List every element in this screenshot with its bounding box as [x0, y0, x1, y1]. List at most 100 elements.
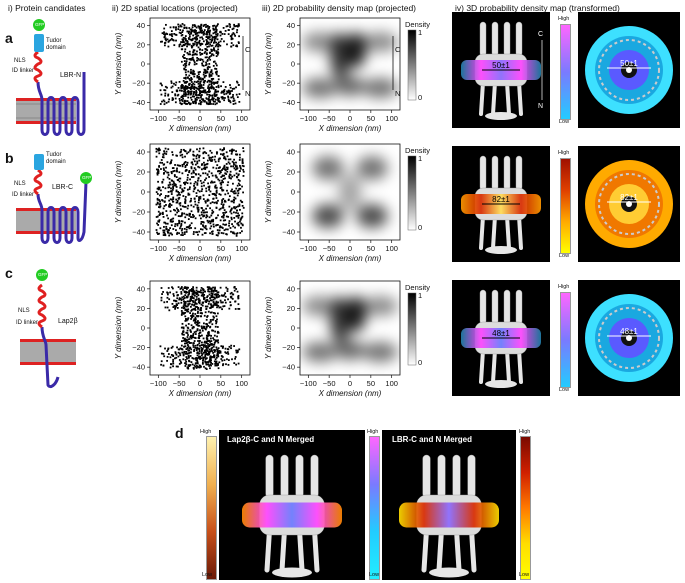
gfp-label-a: GFP [35, 22, 45, 27]
panel-letter-b: b [5, 150, 14, 166]
density-min: 0 [418, 358, 422, 367]
x-tick-label: 100 [235, 379, 248, 388]
nls-label-c: NLS [18, 308, 30, 314]
y-tick-label: −40 [282, 98, 295, 107]
membrane-head-bottom [16, 231, 76, 234]
y-tick-label: −20 [132, 343, 145, 352]
colorbar-low-d3: Low [519, 572, 530, 578]
membrane-head-top [16, 208, 76, 211]
y-tick-label: −20 [132, 208, 145, 217]
x-tick-label: 100 [385, 379, 398, 388]
y-axis-label: Y dimension (nm) [114, 160, 123, 223]
density-colorbar [407, 155, 417, 231]
transmembrane-chain [36, 181, 88, 244]
n-label: N [245, 89, 250, 98]
x-tick-label: −100 [150, 244, 167, 253]
y-tick-label: −40 [282, 363, 295, 372]
merged-title-lap2b: Lap2β-C and N Merged [227, 435, 315, 444]
protein-name-b: LBR-C [52, 184, 74, 191]
gfp-label-b: GFP [82, 175, 92, 180]
disc-measure-label: 48±1 [620, 327, 638, 336]
x-axis-label: X dimension (nm) [318, 124, 382, 133]
npc-side-view-c: 48±1 [452, 280, 550, 396]
x-tick-label: 0 [348, 379, 352, 388]
c-label: C [395, 45, 401, 54]
tudor-domain-box [34, 154, 44, 170]
panel-letter-c: c [5, 265, 13, 281]
measure-label: 48±1 [492, 329, 510, 338]
gfp-circle [80, 172, 92, 184]
density-plot-a: C N −100 −50 0 50 100 40 20 0 −20 −40 X dimension (n… [262, 14, 442, 136]
y-tick-label: 0 [141, 60, 145, 69]
y-tick-label: 0 [141, 188, 145, 197]
x-tick-label: 50 [367, 379, 375, 388]
y-tick-label: 40 [287, 148, 295, 157]
y-tick-label: 0 [291, 60, 295, 69]
y-tick-label: 0 [141, 324, 145, 333]
colorbar-b [560, 158, 571, 254]
density-min: 0 [418, 223, 422, 232]
x-axis-label: X dimension (nm) [318, 254, 382, 263]
gfp-circle [33, 19, 45, 31]
colorbar-high-c: High [558, 284, 570, 290]
merged-title-lbr: LBR-C and N Merged [392, 435, 472, 444]
npc-top-view-c: 48±1 [578, 280, 680, 396]
x-tick-label: 100 [235, 244, 248, 253]
scatter-points [159, 23, 241, 106]
npc-scaffold [399, 454, 499, 578]
y-tick-label: 40 [137, 148, 145, 157]
x-tick-label: 50 [217, 244, 225, 253]
npc-top-view-a: 50±1 [578, 12, 680, 128]
density-label: Density [405, 283, 430, 292]
npc-scaffold [461, 21, 541, 120]
x-tick-label: 100 [385, 244, 398, 253]
colorbar-red-d [520, 436, 531, 580]
tudor-domain-box [34, 34, 44, 52]
x-tick-label: 50 [367, 114, 375, 123]
colorbar-low-a: Low [559, 119, 570, 125]
npc-scaffold [461, 155, 541, 254]
density-plot-b: −100 −50 0 50 100 40 20 0 −20 −40 X dimension (nm)… [262, 140, 442, 266]
tudor-label-b: Tudor domain [46, 152, 66, 165]
protein-schematic-lbr-c [16, 154, 92, 244]
density-max: 1 [418, 28, 422, 37]
x-tick-label: 50 [367, 244, 375, 253]
nls-label-b: NLS [14, 181, 26, 187]
density-min: 0 [418, 93, 422, 102]
n-label: N [395, 89, 400, 98]
merged-3d-lap2b [219, 430, 365, 580]
x-axis-label: X dimension (nm) [318, 389, 382, 398]
x-tick-label: −50 [173, 244, 186, 253]
y-tick-label: −20 [282, 343, 295, 352]
disc-measure-label: 82±1 [620, 193, 638, 202]
y-tick-label: 20 [137, 168, 145, 177]
x-tick-label: −50 [323, 244, 336, 253]
y-axis-label: Y dimension (nm) [114, 296, 123, 359]
x-tick-label: 0 [348, 114, 352, 123]
x-tick-label: −50 [323, 114, 336, 123]
gfp-circle [36, 269, 48, 281]
y-axis-label: Y dimension (nm) [264, 160, 273, 223]
x-tick-label: −100 [300, 379, 317, 388]
x-tick-label: 0 [348, 244, 352, 253]
transmembrane-chain [36, 72, 86, 136]
y-tick-label: 40 [137, 284, 145, 293]
x-tick-label: 100 [385, 114, 398, 123]
x-tick-label: −50 [323, 379, 336, 388]
colorbar-high-d1: High [200, 429, 212, 435]
density-ring [399, 502, 499, 528]
x-tick-label: −100 [150, 379, 167, 388]
linker-label-c: ID linker [16, 320, 39, 326]
y-tick-label: 40 [137, 21, 145, 30]
npc-side-view-b: 82±1 [452, 146, 550, 262]
colorbar-low-d2: Low [369, 572, 380, 578]
protein-schematic-lap2b [20, 269, 76, 389]
y-axis-label: Y dimension (nm) [264, 32, 273, 95]
membrane-head-bottom [16, 121, 76, 124]
c-label: C [245, 45, 251, 54]
density-colorbar [407, 29, 417, 101]
y-tick-label: 20 [287, 304, 295, 313]
y-tick-label: −20 [132, 79, 145, 88]
density-plot-c: −100 −50 0 50 100 40 20 0 −20 −40 X dimension (nm)… [262, 277, 442, 401]
x-tick-label: 0 [198, 244, 202, 253]
